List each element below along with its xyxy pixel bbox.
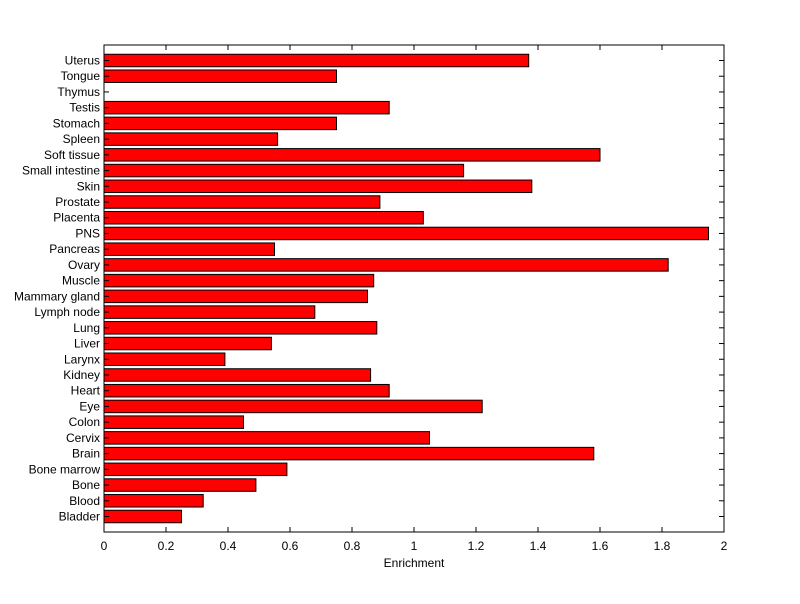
x-tick-label-9: 1.8 [654, 539, 671, 553]
y-tick-label-lymph-node: Lymph node [34, 305, 100, 319]
bar-liver [103, 336, 272, 351]
bar-brain [103, 446, 595, 461]
bar-larynx [103, 352, 226, 367]
bar-bone [103, 478, 257, 492]
y-tick-label-brain: Brain [72, 447, 100, 461]
x-tick-label-2: 0.4 [220, 539, 237, 553]
bar-skin [103, 179, 533, 194]
bar-cervix [103, 431, 430, 445]
x-tick-label-8: 1.6 [592, 539, 609, 553]
y-tick-label-liver: Liver [74, 337, 100, 351]
bar-small-intestine [103, 163, 465, 178]
bar-eye [103, 399, 483, 414]
bar-testis [103, 100, 390, 115]
x-axis-ticks: 0 0.2 0.4 0.6 0.8 1 1.2 1.4 1.6 1.8 2 [101, 45, 728, 553]
bar-bladder [103, 509, 182, 524]
bar-heart [103, 383, 390, 398]
bar-lymph-node [103, 305, 316, 319]
y-tick-label-skin: Skin [77, 179, 100, 193]
y-tick-label-eye: Eye [79, 399, 100, 413]
y-tick-label-mammary-gland: Mammary gland [14, 289, 100, 303]
y-tick-label-tongue: Tongue [61, 69, 101, 83]
y-tick-label-larynx: Larynx [64, 352, 100, 366]
bar-pancreas [103, 242, 275, 256]
bar-bone-marrow [103, 462, 288, 477]
plot-frame [103, 44, 725, 533]
y-tick-label-pns: PNS [75, 226, 100, 240]
bar-ovary [103, 258, 669, 272]
bar-muscle [103, 273, 375, 288]
y-tick-label-heart: Heart [71, 384, 101, 398]
y-tick-label-spleen: Spleen [63, 132, 100, 146]
bar-soft-tissue [103, 148, 601, 162]
y-tick-label-stomach: Stomach [53, 116, 100, 130]
y-tick-label-pancreas: Pancreas [49, 242, 100, 256]
bar-pns [103, 226, 709, 241]
bar-blood [103, 494, 204, 508]
y-tick-label-muscle: Muscle [62, 274, 100, 288]
bar-lung [103, 321, 378, 335]
bar-mammary-gland [103, 289, 368, 304]
x-tick-label-3: 0.6 [282, 539, 299, 553]
y-tick-label-blood: Blood [69, 494, 100, 508]
y-tick-label-uterus: Uterus [65, 54, 100, 68]
y-tick-label-kidney: Kidney [63, 368, 100, 382]
y-tick-label-thymus: Thymus [57, 85, 100, 99]
x-tick-label-1: 0.2 [158, 539, 175, 553]
y-tick-label-placenta: Placenta [53, 211, 100, 225]
bar-spleen [103, 132, 279, 146]
y-tick-label-prostate: Prostate [55, 195, 100, 209]
y-tick-label-small-intestine: Small intestine [22, 164, 100, 178]
y-tick-label-cervix: Cervix [66, 431, 100, 445]
y-tick-label-bladder: Bladder [59, 510, 100, 524]
y-tick-label-ovary: Ovary [68, 258, 100, 272]
bar-colon [103, 415, 244, 429]
bar-prostate [103, 195, 381, 209]
bar-kidney [103, 368, 372, 382]
x-tick-label-0: 0 [101, 539, 108, 553]
y-tick-label-lung: Lung [73, 321, 100, 335]
x-axis-label: Enrichment [384, 556, 445, 570]
x-tick-label-7: 1.4 [530, 539, 547, 553]
x-tick-label-6: 1.2 [468, 539, 485, 553]
y-tick-label-bone: Bone [72, 478, 100, 492]
y-tick-label-soft-tissue: Soft tissue [44, 148, 100, 162]
y-tick-label-bone-marrow: Bone marrow [29, 462, 101, 476]
bar-stomach [103, 116, 337, 131]
x-tick-label-10: 2 [721, 539, 728, 553]
y-tick-label-colon: Colon [69, 415, 100, 429]
x-tick-label-4: 0.8 [344, 539, 361, 553]
bar-tongue [103, 69, 337, 83]
x-tick-label-5: 1 [411, 539, 418, 553]
bar-placenta [103, 210, 424, 225]
bar-uterus [103, 53, 530, 68]
y-tick-label-testis: Testis [69, 101, 100, 115]
